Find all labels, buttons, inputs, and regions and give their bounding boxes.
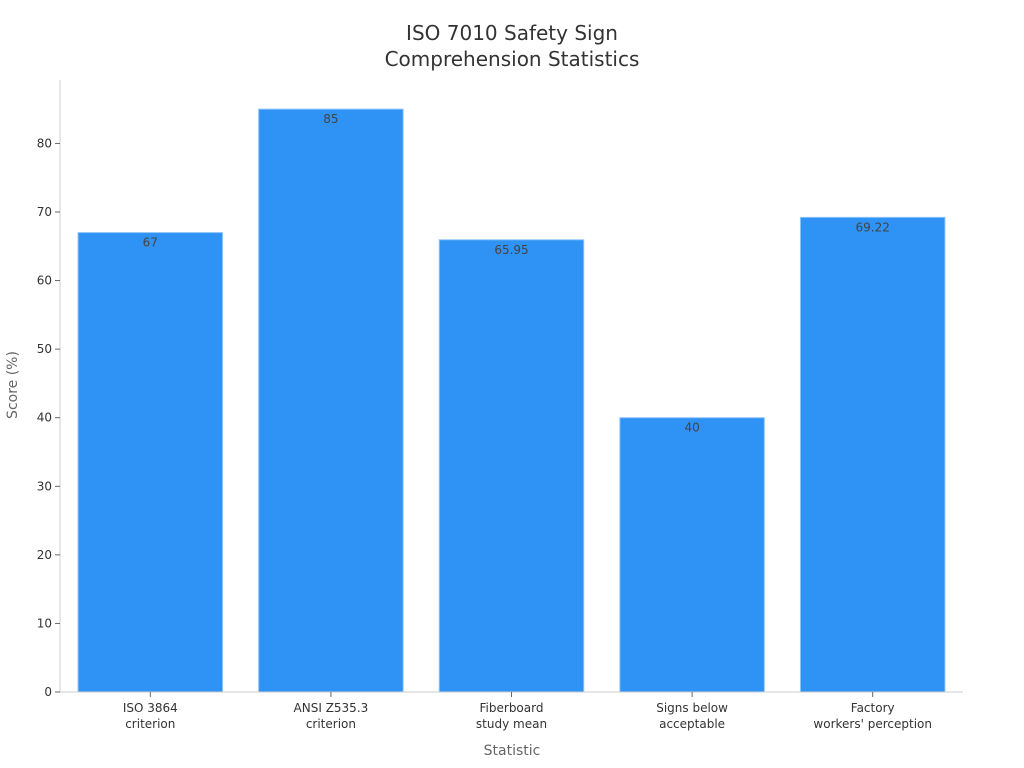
bar [77,232,224,693]
bar-value-label: 85 [323,112,338,126]
chart-title-line-2: Comprehension Statistics [385,47,640,71]
x-axis-title: Statistic [484,743,541,759]
bar-value-label: 69.22 [856,220,890,234]
x-tick-label: criterion [125,717,175,731]
x-tick-label: acceptable [659,717,725,731]
bar-value-label: 40 [684,421,699,435]
x-tick-label: ISO 3864 [123,701,178,715]
bar [438,239,585,693]
x-tick-label: study mean [476,717,547,731]
y-tick-label: 40 [37,411,52,425]
y-axis: 0 10 20 30 40 50 60 70 80 [37,80,61,699]
x-tick-label: criterion [306,717,356,731]
y-tick-label: 50 [37,342,52,356]
bar [258,108,404,693]
bar [799,216,946,693]
chart-title-line-1: ISO 7010 Safety Sign [406,21,618,45]
y-tick-label: 70 [37,205,52,219]
x-tick-label: workers' perception [813,717,932,731]
bar [619,417,765,693]
y-tick-label: 0 [44,685,52,699]
bars-group: 67 85 65.95 40 69.22 [77,108,946,693]
y-tick-label: 80 [37,136,52,150]
bar-value-label: 67 [143,236,158,250]
x-tick-label: Fiberboard [480,701,544,715]
x-tick-label: Factory [851,701,895,715]
y-tick-label: 60 [37,274,52,288]
y-tick-label: 20 [37,548,52,562]
y-axis-title: Score (%) [5,351,21,419]
x-axis: ISO 3864 criterion ANSI Z535.3 criterion Fib… [60,691,963,731]
x-tick-label: ANSI Z535.3 [294,701,369,715]
bar-value-label: 65.95 [494,243,528,257]
y-tick-label: 10 [37,616,52,630]
y-tick-label: 30 [37,479,52,493]
x-tick-label: Signs below [656,701,728,715]
